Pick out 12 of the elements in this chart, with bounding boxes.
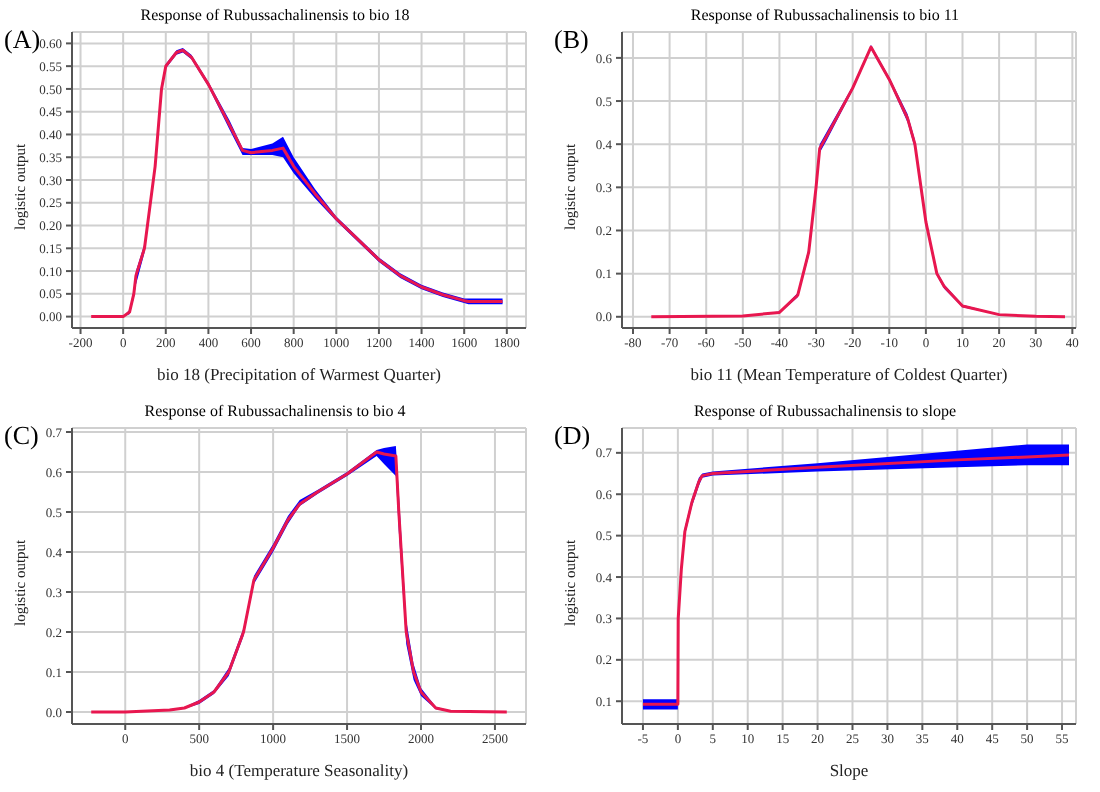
text: (C) — [4, 420, 39, 452]
x-axis-title: bio 11 (Mean Temperature of Coldest Quarter) — [690, 364, 1008, 384]
text: (B) — [554, 24, 589, 56]
x-axis-title: Slope — [829, 760, 869, 780]
text: (A) — [4, 24, 41, 56]
x-axis-title: bio 18 (Precipitation of Warmest Quarter) — [157, 364, 442, 384]
chart-title: Response of Rubussachalinensis to slope — [691, 402, 959, 420]
chart-title: Response of Rubussachalinensis to bio 11 — [688, 6, 962, 24]
x-axis-title: bio 4 (Temperature Seasonality) — [189, 760, 409, 780]
chart-title: Response of Rubussachalinensis to bio 18 — [138, 6, 412, 24]
text: (D) — [554, 420, 591, 452]
chart-title: Response of Rubussachalinensis to bio 4 — [142, 402, 408, 420]
